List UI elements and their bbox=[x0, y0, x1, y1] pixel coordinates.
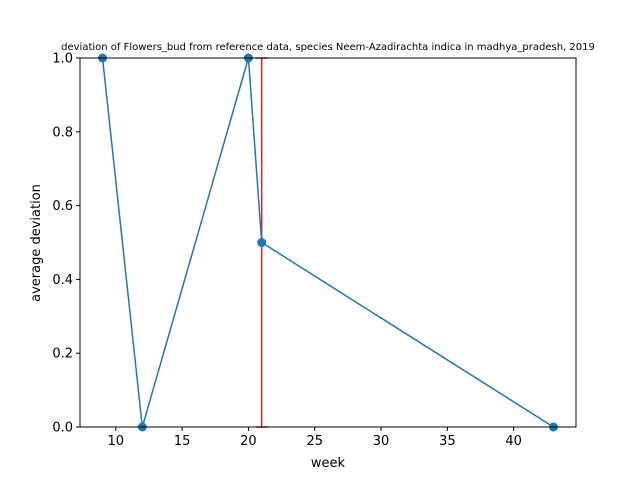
y-tick-label: 0.6 bbox=[52, 199, 73, 214]
y-tick-label: 1.0 bbox=[52, 52, 73, 67]
y-axis-label: average deviation bbox=[29, 184, 44, 302]
data-point bbox=[257, 238, 267, 247]
x-tick-label: 25 bbox=[306, 434, 323, 449]
axes-frame bbox=[79, 57, 577, 428]
chart-title: deviation of Flowers_bud from reference … bbox=[61, 42, 595, 53]
x-axis-label: week bbox=[311, 456, 346, 471]
plot-area: 10 15 20 25 30 35 40 0.0 0.2 0.4 0.6 0.8 1.0 bbox=[52, 52, 577, 449]
y-tick-label: 0.2 bbox=[52, 347, 73, 362]
x-tick-label: 15 bbox=[174, 434, 191, 449]
y-tick-label: 0.4 bbox=[52, 273, 73, 288]
x-tick-label: 10 bbox=[108, 434, 125, 449]
x-tick-label: 20 bbox=[240, 434, 257, 449]
y-tick-label: 0.8 bbox=[52, 125, 73, 140]
x-tick-label: 30 bbox=[373, 434, 390, 449]
x-tick-label: 40 bbox=[505, 434, 522, 449]
y-tick-label: 0.0 bbox=[52, 421, 73, 436]
x-tick-label: 35 bbox=[439, 434, 456, 449]
